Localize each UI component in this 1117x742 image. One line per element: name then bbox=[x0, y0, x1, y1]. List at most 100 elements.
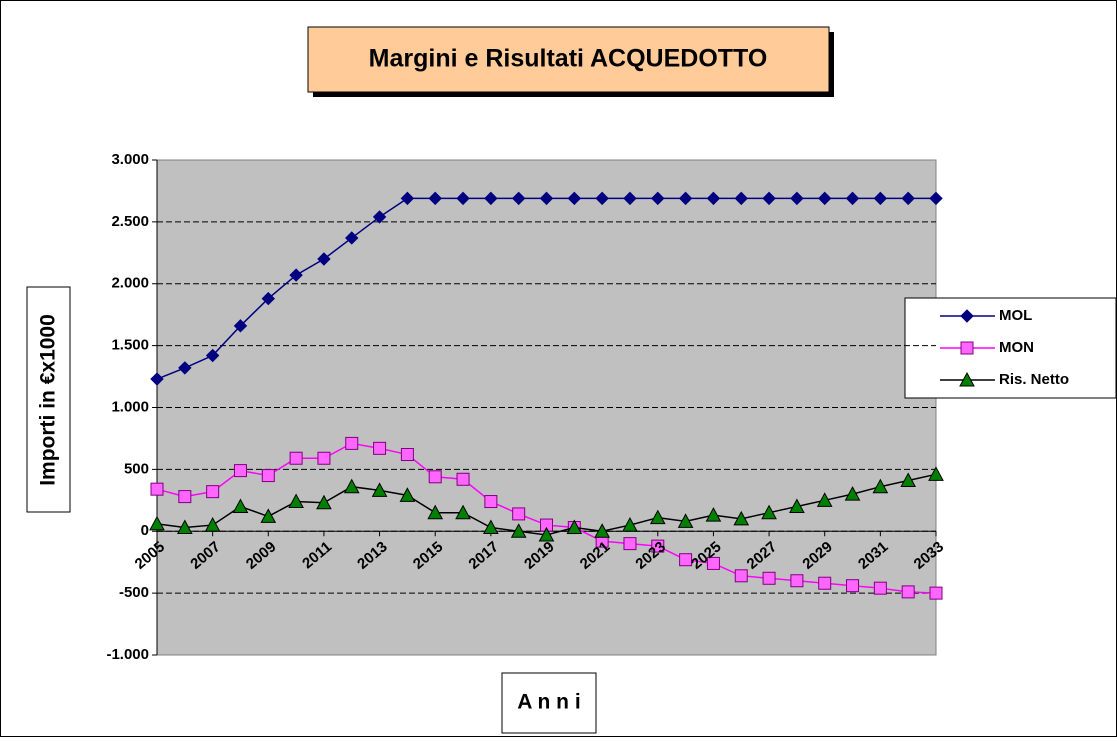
marker bbox=[343, 478, 360, 494]
marker bbox=[734, 191, 748, 206]
marker bbox=[762, 191, 776, 206]
legend-marker bbox=[960, 341, 974, 355]
marker bbox=[538, 526, 555, 542]
legend-marker bbox=[959, 371, 975, 387]
marker bbox=[844, 486, 861, 501]
marker bbox=[345, 231, 359, 245]
marker bbox=[873, 581, 887, 595]
y-axis-label: Importi in €x1000 bbox=[37, 314, 60, 486]
marker bbox=[373, 441, 387, 455]
marker bbox=[733, 510, 750, 526]
legend-label: MON bbox=[999, 339, 1034, 356]
marker bbox=[484, 191, 498, 206]
marker bbox=[289, 451, 303, 465]
marker bbox=[706, 556, 720, 570]
marker bbox=[594, 523, 610, 538]
marker bbox=[789, 498, 805, 513]
marker bbox=[317, 252, 331, 266]
title-box bbox=[307, 26, 830, 93]
marker bbox=[901, 585, 915, 599]
marker bbox=[150, 482, 164, 496]
marker bbox=[928, 466, 944, 481]
y-label-box bbox=[26, 286, 71, 513]
marker bbox=[178, 490, 192, 504]
marker bbox=[456, 472, 470, 486]
marker bbox=[428, 470, 442, 484]
legend-label: Ris. Netto bbox=[999, 371, 1069, 388]
y-tick-label: 1.500 bbox=[111, 337, 149, 354]
marker bbox=[790, 574, 804, 588]
marker bbox=[818, 191, 832, 206]
marker bbox=[317, 451, 331, 465]
marker bbox=[678, 191, 693, 206]
y-tick-label: 2.000 bbox=[111, 275, 149, 292]
marker bbox=[150, 372, 164, 386]
marker bbox=[816, 492, 833, 507]
marker bbox=[900, 472, 917, 488]
marker bbox=[873, 191, 888, 206]
marker bbox=[846, 579, 860, 593]
marker bbox=[260, 508, 277, 523]
marker bbox=[149, 515, 165, 531]
marker bbox=[233, 319, 248, 333]
marker bbox=[677, 513, 694, 528]
marker bbox=[761, 504, 777, 520]
y-tick-label: 3.000 bbox=[111, 151, 149, 168]
marker bbox=[428, 191, 442, 206]
y-tick-label: -1.000 bbox=[106, 646, 149, 663]
marker bbox=[790, 191, 804, 206]
marker bbox=[623, 537, 637, 551]
marker bbox=[818, 576, 832, 590]
x-axis-label: A n n i bbox=[517, 691, 580, 714]
marker bbox=[512, 507, 526, 521]
marker bbox=[622, 517, 638, 532]
y-tick-label: 0 bbox=[141, 522, 149, 539]
marker bbox=[483, 519, 499, 535]
marker bbox=[706, 191, 721, 206]
marker bbox=[400, 191, 415, 206]
marker bbox=[456, 191, 470, 206]
marker bbox=[511, 191, 526, 206]
chart-title: Margini e Risultati ACQUEDOTTO bbox=[369, 45, 768, 73]
marker bbox=[651, 191, 665, 206]
marker bbox=[845, 191, 860, 206]
marker bbox=[345, 436, 359, 450]
marker bbox=[484, 495, 498, 509]
marker bbox=[427, 504, 444, 520]
marker bbox=[901, 191, 915, 206]
marker bbox=[261, 469, 275, 483]
marker bbox=[233, 464, 247, 478]
marker bbox=[872, 478, 889, 494]
marker bbox=[206, 485, 220, 499]
marker bbox=[316, 494, 332, 510]
marker bbox=[205, 348, 220, 363]
x-label-box bbox=[501, 672, 597, 734]
marker bbox=[176, 519, 193, 535]
legend-marker bbox=[960, 309, 974, 323]
marker bbox=[651, 539, 665, 553]
marker bbox=[455, 504, 471, 520]
y-tick-label: 2.500 bbox=[111, 213, 149, 230]
marker bbox=[929, 586, 943, 600]
marker bbox=[566, 519, 583, 535]
marker bbox=[567, 191, 582, 206]
marker bbox=[679, 553, 693, 567]
y-tick-label: 500 bbox=[124, 460, 149, 477]
marker bbox=[623, 191, 637, 206]
marker bbox=[705, 507, 722, 522]
marker bbox=[289, 268, 303, 282]
marker bbox=[510, 523, 527, 538]
y-tick-label: 1.000 bbox=[111, 398, 149, 415]
marker bbox=[399, 487, 416, 502]
marker bbox=[204, 517, 221, 532]
marker bbox=[539, 191, 554, 206]
marker bbox=[649, 509, 666, 525]
marker bbox=[762, 571, 776, 585]
marker bbox=[929, 191, 943, 206]
marker bbox=[261, 291, 275, 306]
legend-label: MOL bbox=[999, 307, 1032, 324]
marker bbox=[232, 498, 249, 513]
marker bbox=[400, 448, 414, 462]
marker bbox=[288, 493, 304, 509]
